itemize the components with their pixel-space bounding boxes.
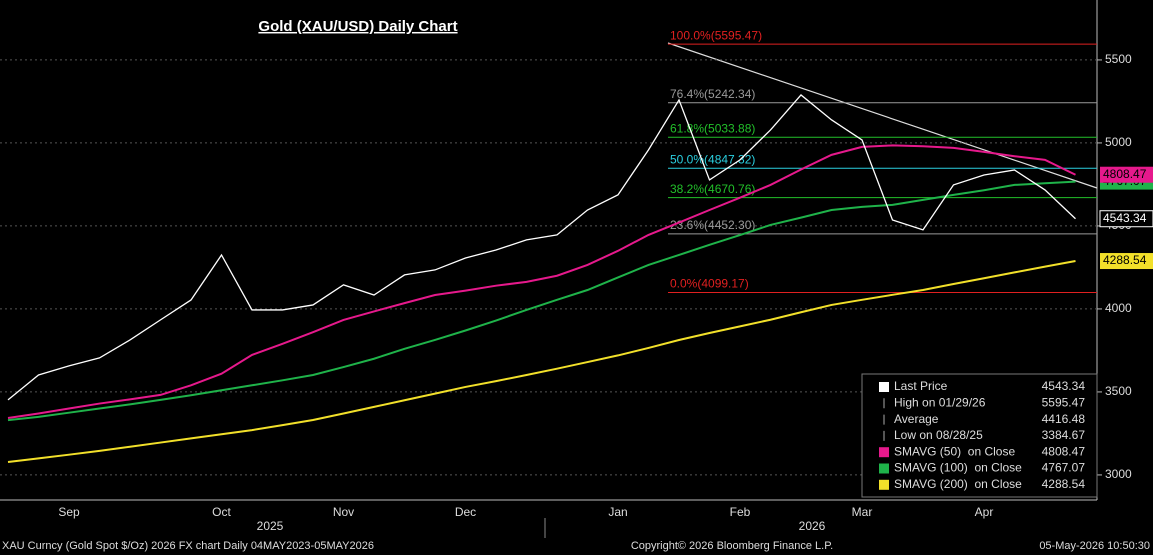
moving-average-line xyxy=(7,260,1076,463)
footer-right: 05-May-2026 10:50:30 xyxy=(1039,540,1150,552)
last-value-label: 4808.47 xyxy=(1103,167,1147,181)
legend-label: SMAVG (50) on Close xyxy=(894,444,1015,458)
y-tick-label: 4000 xyxy=(1105,301,1132,315)
x-tick-label: Apr xyxy=(975,505,994,519)
last-value-box xyxy=(1100,253,1153,270)
legend-label: SMAVG (200) on Close xyxy=(894,477,1022,491)
price-line xyxy=(7,94,1076,401)
fib-label: 0.0%(4099.17) xyxy=(670,277,749,291)
fib-label: 76.4%(5242.34) xyxy=(670,87,755,101)
x-tick-label: Sep xyxy=(58,505,80,519)
year-label: 2026 xyxy=(799,519,826,533)
legend-value: 4767.07 xyxy=(1042,461,1086,475)
moving-average-line xyxy=(7,144,1076,419)
y-tick-label: 3500 xyxy=(1105,384,1132,398)
footer-center: Copyright© 2026 Bloomberg Finance L.P. xyxy=(631,540,833,552)
fib-label: 100.0%(5595.47) xyxy=(670,28,762,42)
x-tick-label: Feb xyxy=(730,505,751,519)
y-tick-label: 3000 xyxy=(1105,467,1132,481)
chart-title: Gold (XAU/USD) Daily Chart xyxy=(258,18,457,35)
moving-average-line xyxy=(7,180,1076,422)
legend-value: 4543.34 xyxy=(1042,379,1086,393)
fib-label: 50.0%(4847.32) xyxy=(670,152,755,166)
fib-label: 38.2%(4670.76) xyxy=(670,182,755,196)
legend-label: SMAVG (100) on Close xyxy=(894,461,1022,475)
legend-label: Average xyxy=(894,412,939,426)
x-tick-label: Mar xyxy=(852,505,873,519)
plot: 300035004000450050005500SepOctNovDecJanF… xyxy=(0,28,1153,533)
legend-value: 4288.54 xyxy=(1042,477,1086,491)
y-tick-label: 5000 xyxy=(1105,135,1132,149)
legend-label: High on 01/29/26 xyxy=(894,395,986,409)
legend-swatch xyxy=(879,479,889,490)
legend-value: 4416.48 xyxy=(1042,412,1086,426)
legend-value: 5595.47 xyxy=(1042,395,1086,409)
last-value-label: 4288.54 xyxy=(1103,253,1147,267)
legend-value: 4808.47 xyxy=(1042,444,1086,458)
x-tick-label: Dec xyxy=(455,505,476,519)
last-value-box xyxy=(1099,210,1153,228)
fib-label: 61.8%(5033.88) xyxy=(670,121,755,135)
legend xyxy=(861,373,1098,498)
legend-swatch xyxy=(879,447,889,458)
legend-label: Low on 08/28/25 xyxy=(894,428,983,442)
legend-label: Last Price xyxy=(894,379,948,393)
y-tick-label: 5500 xyxy=(1105,52,1132,66)
last-value-label: 4543.34 xyxy=(1103,211,1147,225)
year-label: 2025 xyxy=(257,519,284,533)
x-tick-label: Nov xyxy=(333,505,354,519)
fib-label: 23.6%(4452.30) xyxy=(670,218,755,232)
footer-left: XAU Curncy (Gold Spot $/Oz) 2026 FX char… xyxy=(2,540,374,552)
trend-line xyxy=(667,42,1098,189)
legend-value: 3384.67 xyxy=(1042,428,1086,442)
x-tick-label: Jan xyxy=(608,505,627,519)
x-tick-label: Oct xyxy=(212,505,231,519)
legend-swatch xyxy=(879,463,889,474)
legend-swatch xyxy=(879,382,889,392)
last-value-box xyxy=(1100,166,1153,183)
